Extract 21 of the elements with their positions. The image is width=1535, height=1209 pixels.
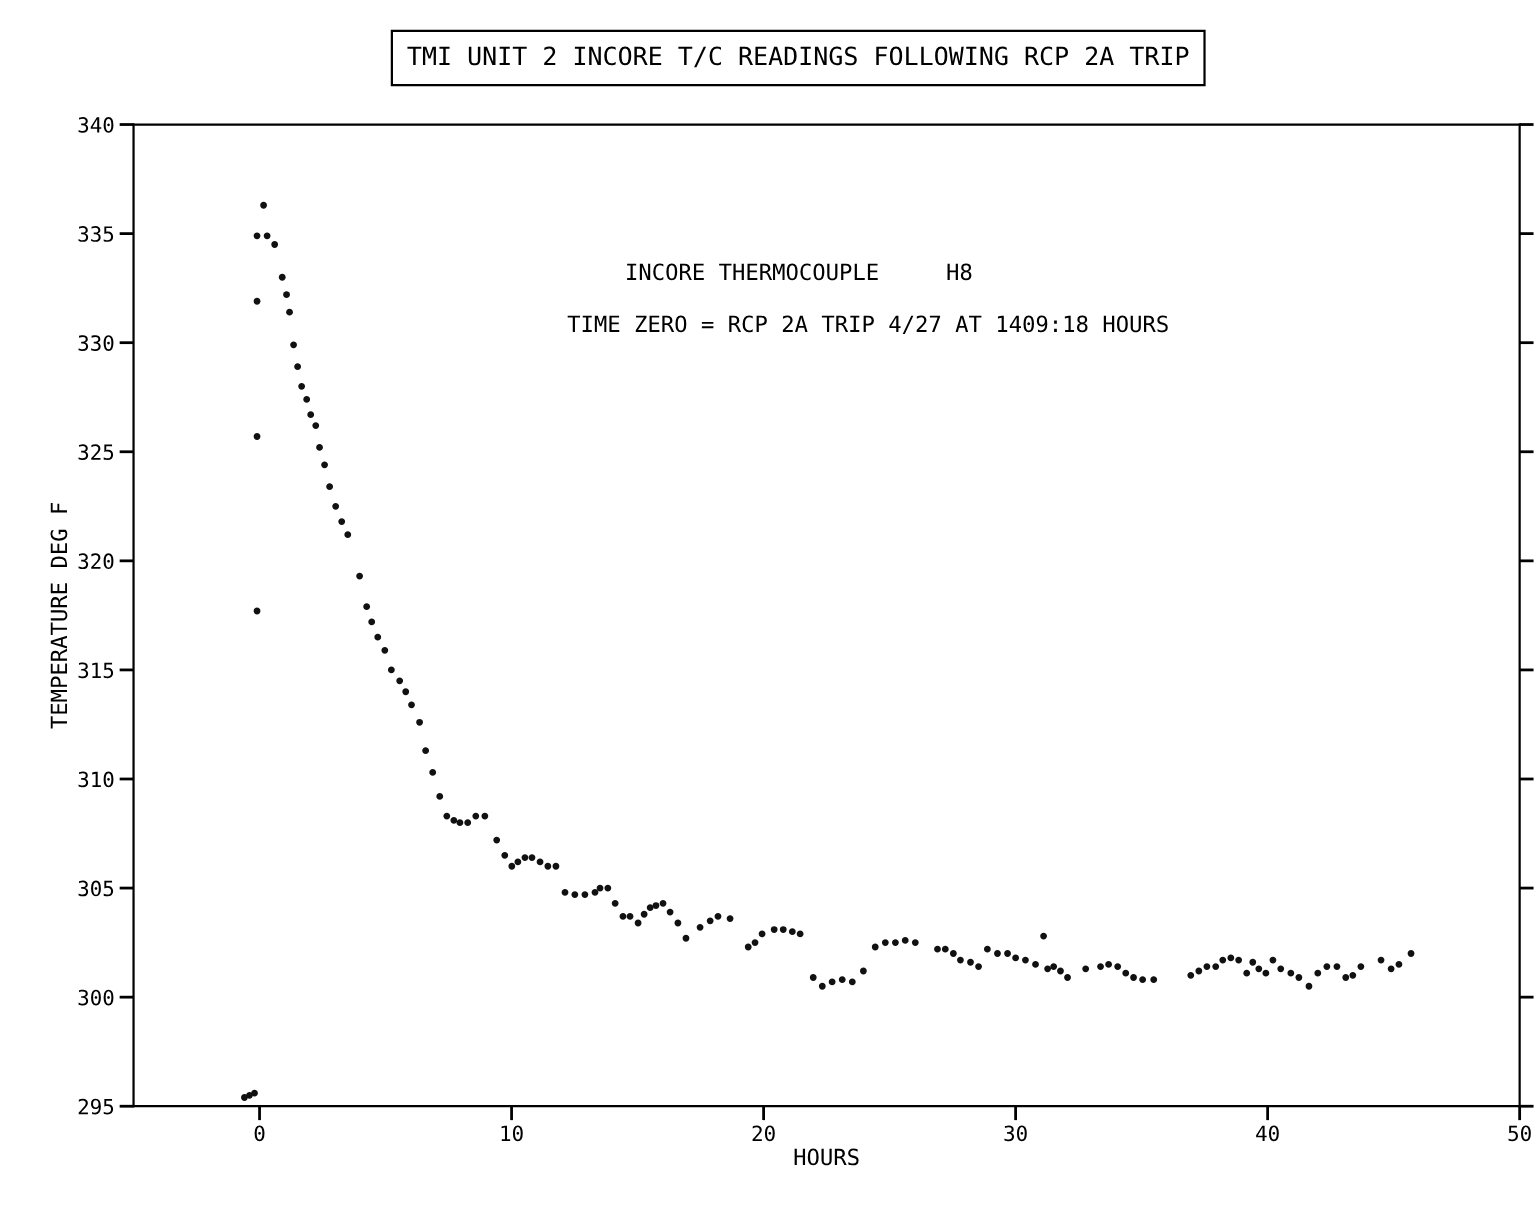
- y-tick-label: 320: [78, 553, 114, 570]
- y-tick-label: 335: [78, 226, 114, 242]
- x-axis-title: HOURS: [794, 1148, 859, 1166]
- y-tick-label: 310: [78, 771, 114, 788]
- x-tick-label: 40: [1256, 1125, 1279, 1142]
- y-tick-label: 315: [78, 662, 114, 679]
- y-tick-label: 330: [78, 335, 114, 351]
- y-tick-label: 305: [78, 880, 114, 897]
- y-tick-label: 340: [78, 117, 114, 133]
- y-tick-label: 325: [78, 444, 114, 461]
- y-axis-title: TEMPERATURE DEG F: [50, 502, 68, 729]
- x-tick-label: 20: [752, 1125, 775, 1142]
- chart-title: TMI UNIT 2 INCORE T/C READINGS FOLLOWING RCP 2A TRIP: [407, 46, 1189, 68]
- y-tick-label: 300: [78, 989, 114, 1006]
- x-tick-label: 30: [1004, 1125, 1027, 1142]
- annotation: INCORE THERMOCOUPLE H8: [627, 263, 972, 281]
- x-tick-label: 50: [1508, 1125, 1531, 1142]
- x-tick-label: 0: [254, 1125, 265, 1142]
- annotation: TIME ZERO = RCP 2A TRIP 4/27 AT 1409:18 HOURS: [567, 315, 1168, 335]
- y-tick-label: 295: [78, 1098, 114, 1115]
- x-tick-label: 10: [501, 1125, 523, 1142]
